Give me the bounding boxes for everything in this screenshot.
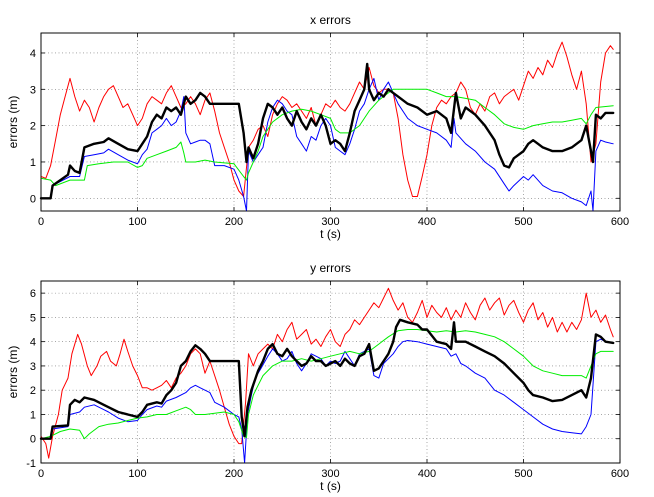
y-errors-xtick-label-2: 200: [225, 468, 243, 480]
x-errors-series-1: [40, 77, 614, 212]
x-errors-xtick-label-6: 600: [611, 216, 629, 228]
x-errors-ticks: 0 100 200 300 400 500 600 0 1 2 3 4: [30, 33, 629, 228]
x-errors-ytick-label-2: 2: [30, 121, 36, 133]
y-errors-series-3: [39, 318, 615, 440]
x-errors-ylabel: errors (m): [6, 96, 20, 149]
y-errors-xtick-label-1: 100: [128, 468, 146, 480]
x-errors-xtick-label-5: 500: [514, 216, 532, 228]
x-errors-series-0: [40, 41, 614, 197]
x-errors-xtick-label-4: 400: [418, 216, 436, 228]
y-errors-title: y errors: [310, 261, 351, 275]
y-errors-ytick-label-6: 5: [30, 312, 36, 324]
y-errors-xtick-label-0: 0: [38, 468, 44, 480]
x-errors-series-2: [40, 88, 614, 187]
y-errors-grid: [41, 281, 620, 463]
y-errors-series-1: [40, 338, 614, 464]
x-errors-xtick-label-0: 0: [38, 216, 44, 228]
x-errors-ytick-label-1: 1: [30, 157, 36, 169]
x-errors-series-3: [39, 62, 615, 200]
y-errors-series-0: [40, 287, 614, 459]
x-errors-xtick-label-3: 300: [321, 216, 339, 228]
y-errors-ytick-label-0: -1: [26, 458, 36, 470]
x-errors-ytick-label-0: 0: [30, 193, 36, 205]
y-errors-ytick-label-5: 4: [30, 337, 36, 349]
x-errors-title: x errors: [310, 13, 351, 27]
y-errors-ytick-label-7: 6: [30, 288, 36, 300]
y-errors-xtick-label-4: 400: [418, 468, 436, 480]
y-errors-ylabel: errors (m): [6, 346, 20, 399]
x-errors-plot-area: [40, 32, 621, 212]
y-errors-series: [39, 287, 615, 464]
y-errors-xtick-label-5: 500: [514, 468, 532, 480]
x-errors-series: [39, 41, 615, 212]
y-errors-ytick-label-4: 3: [30, 361, 36, 373]
y-errors-ytick-label-1: 0: [30, 434, 36, 446]
x-errors-ytick-label-3: 3: [30, 84, 36, 96]
y-errors-ytick-label-3: 2: [30, 385, 36, 397]
y-errors-xtick-label-3: 300: [321, 468, 339, 480]
y-errors-ytick-label-2: 1: [30, 409, 36, 421]
x-errors-xlabel: t (s): [320, 227, 341, 241]
x-errors-xtick-label-1: 100: [128, 216, 146, 228]
y-errors-series-2: [40, 329, 614, 440]
x-errors-xtick-label-2: 200: [225, 216, 243, 228]
y-errors-xtick-label-6: 600: [611, 468, 629, 480]
y-errors-xlabel: t (s): [320, 479, 341, 493]
x-errors-ytick-label-4: 4: [30, 48, 36, 60]
